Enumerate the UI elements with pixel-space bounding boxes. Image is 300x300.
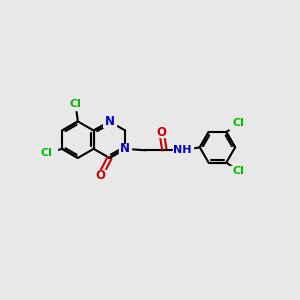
Bar [65, 99, 86, 110]
Text: NH: NH [173, 145, 192, 155]
Text: Cl: Cl [70, 99, 81, 110]
Text: O: O [96, 169, 106, 182]
Bar [155, 127, 168, 137]
Text: Cl: Cl [233, 166, 244, 176]
Bar [229, 118, 249, 128]
Text: Cl: Cl [233, 118, 244, 128]
Bar [119, 143, 131, 154]
Bar [173, 145, 193, 156]
Bar [94, 170, 107, 180]
Text: O: O [157, 125, 166, 139]
Bar [103, 116, 116, 127]
Bar [37, 148, 57, 158]
Bar [229, 166, 249, 176]
Text: N: N [104, 115, 115, 128]
Text: N: N [120, 142, 130, 155]
Text: Cl: Cl [41, 148, 53, 158]
